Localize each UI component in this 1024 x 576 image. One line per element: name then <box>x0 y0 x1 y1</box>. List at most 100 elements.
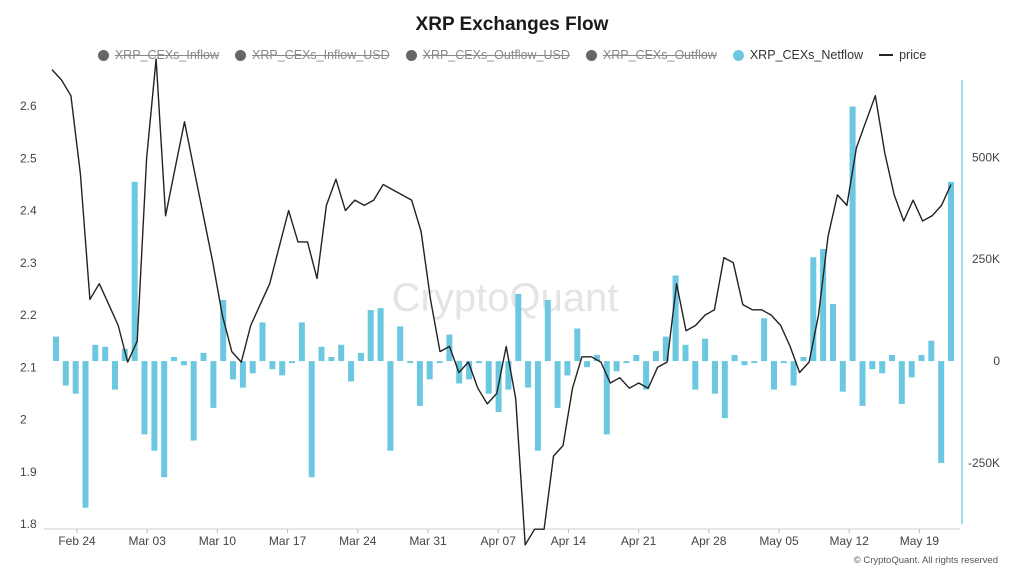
watermark: CryptoQuant <box>392 276 619 320</box>
legend-dot <box>235 49 247 61</box>
netflow-bar <box>53 336 59 361</box>
netflow-bar <box>259 322 266 362</box>
netflow-bar <box>603 361 610 435</box>
netflow-bar <box>908 361 915 378</box>
netflow-bar <box>426 361 433 380</box>
netflow-bar <box>721 361 728 419</box>
netflow-bar <box>210 361 217 408</box>
legend-dot <box>732 49 744 61</box>
netflow-bar <box>741 361 748 366</box>
netflow-bar <box>348 361 355 382</box>
x-tick-label: May 05 <box>759 534 799 548</box>
netflow-bar <box>436 361 443 364</box>
right-axis: 500K 250K 0 -250K <box>961 80 1000 524</box>
x-tick-label: Feb 24 <box>58 534 96 548</box>
chart-legend: XRP_CEXs_Inflow XRP_CEXs_Inflow_USD XRP_CE… <box>0 48 1024 62</box>
netflow-bar <box>751 361 758 364</box>
legend-item-xrp-cexs-inflow-usd[interactable]: XRP_CEXs_Inflow_USD <box>235 48 390 62</box>
legend-line-swatch <box>879 54 894 56</box>
x-tick-label: Apr 28 <box>691 534 727 548</box>
right-tick-label: 250K <box>972 252 1000 266</box>
netflow-bar <box>554 361 561 408</box>
netflow-bar <box>82 361 89 508</box>
netflow-bar <box>367 310 374 361</box>
netflow-bar <box>141 361 148 435</box>
netflow-bar <box>544 300 551 362</box>
legend-item-xrp-cexs-netflow[interactable]: XRP_CEXs_Netflow <box>732 48 864 62</box>
netflow-bar <box>298 322 305 362</box>
left-tick-label: 2.1 <box>20 360 37 374</box>
legend-label: XRP_CEXs_Outflow_USD <box>422 48 570 62</box>
netflow-bar <box>948 181 954 361</box>
x-tick-label: May 12 <box>830 534 870 548</box>
chart-title: XRP Exchanges Flow <box>415 14 609 35</box>
netflow-bar <box>682 344 689 362</box>
netflow-bar <box>928 340 935 362</box>
left-axis: 2.6 2.5 2.4 2.3 2.2 2.1 2 1.9 1.8 <box>20 99 37 531</box>
legend-item-xrp-cexs-outflow[interactable]: XRP_CEXs_Outflow <box>585 48 717 62</box>
legend-label: XRP_CEXs_Netflow <box>749 48 864 62</box>
netflow-bar <box>475 361 482 364</box>
x-tick-label: Apr 21 <box>621 534 657 548</box>
netflow-bar <box>810 257 817 362</box>
left-tick-label: 2.4 <box>20 204 37 218</box>
legend-dot <box>585 49 597 61</box>
netflow-bar <box>377 308 384 362</box>
legend-label: XRP_CEXs_Inflow_USD <box>252 48 390 62</box>
netflow-bar <box>702 338 709 362</box>
netflow-bar <box>692 361 699 390</box>
netflow-bar <box>161 361 168 478</box>
netflow-bar <box>584 361 591 368</box>
netflow-bar <box>623 361 630 364</box>
netflow-bars <box>53 106 954 508</box>
left-tick-label: 2.6 <box>20 99 37 113</box>
x-tick-label: Mar 10 <box>199 534 237 548</box>
netflow-bar <box>859 361 866 406</box>
netflow-bar <box>761 318 768 362</box>
netflow-bar <box>269 361 276 370</box>
netflow-bar <box>102 346 109 362</box>
netflow-bar <box>712 361 718 394</box>
netflow-bar <box>338 344 345 362</box>
netflow-bar <box>92 344 99 362</box>
netflow-bar <box>121 348 128 361</box>
netflow-bar <box>62 361 69 386</box>
x-tick-label: May 19 <box>900 534 940 548</box>
left-tick-label: 1.8 <box>20 517 37 531</box>
legend-dot <box>405 49 417 61</box>
netflow-bar <box>505 361 512 390</box>
left-tick-label: 2 <box>20 413 27 427</box>
netflow-bar <box>220 300 227 362</box>
legend-item-xrp-cexs-inflow[interactable]: XRP_CEXs_Inflow <box>97 48 220 62</box>
copyright-footer: © CryptoQuant. All rights reserved <box>853 555 998 566</box>
legend-item-xrp-cexs-outflow-usd[interactable]: XRP_CEXs_Outflow_USD <box>405 48 570 62</box>
netflow-bar <box>72 361 79 394</box>
legend-label: XRP_CEXs_Outflow <box>602 48 717 62</box>
netflow-bar <box>112 361 118 390</box>
legend-item-price[interactable]: price <box>879 48 926 62</box>
x-tick-label: Apr 14 <box>551 534 587 548</box>
netflow-bar <box>643 361 650 390</box>
netflow-bar <box>820 249 827 361</box>
netflow-bar <box>515 293 522 362</box>
netflow-bar <box>466 361 473 380</box>
price-line-group <box>51 58 952 546</box>
netflow-bar <box>249 361 256 374</box>
netflow-bar <box>662 336 669 361</box>
netflow-bar <box>839 361 846 392</box>
netflow-bar <box>308 361 315 478</box>
legend-label: XRP_CEXs_Inflow <box>114 48 220 62</box>
left-tick-label: 1.9 <box>20 465 37 479</box>
netflow-bar <box>790 361 797 386</box>
netflow-bar <box>879 361 886 374</box>
netflow-bar <box>593 355 600 362</box>
netflow-bar <box>869 361 876 370</box>
netflow-bar <box>387 361 394 451</box>
netflow-bar <box>564 361 571 376</box>
netflow-bar <box>171 357 177 362</box>
left-tick-label: 2.2 <box>20 308 37 322</box>
left-tick-label: 2.3 <box>20 256 37 270</box>
netflow-bar <box>397 326 404 361</box>
x-tick-label: Apr 07 <box>481 534 517 548</box>
right-tick-label: -250K <box>968 456 1000 470</box>
